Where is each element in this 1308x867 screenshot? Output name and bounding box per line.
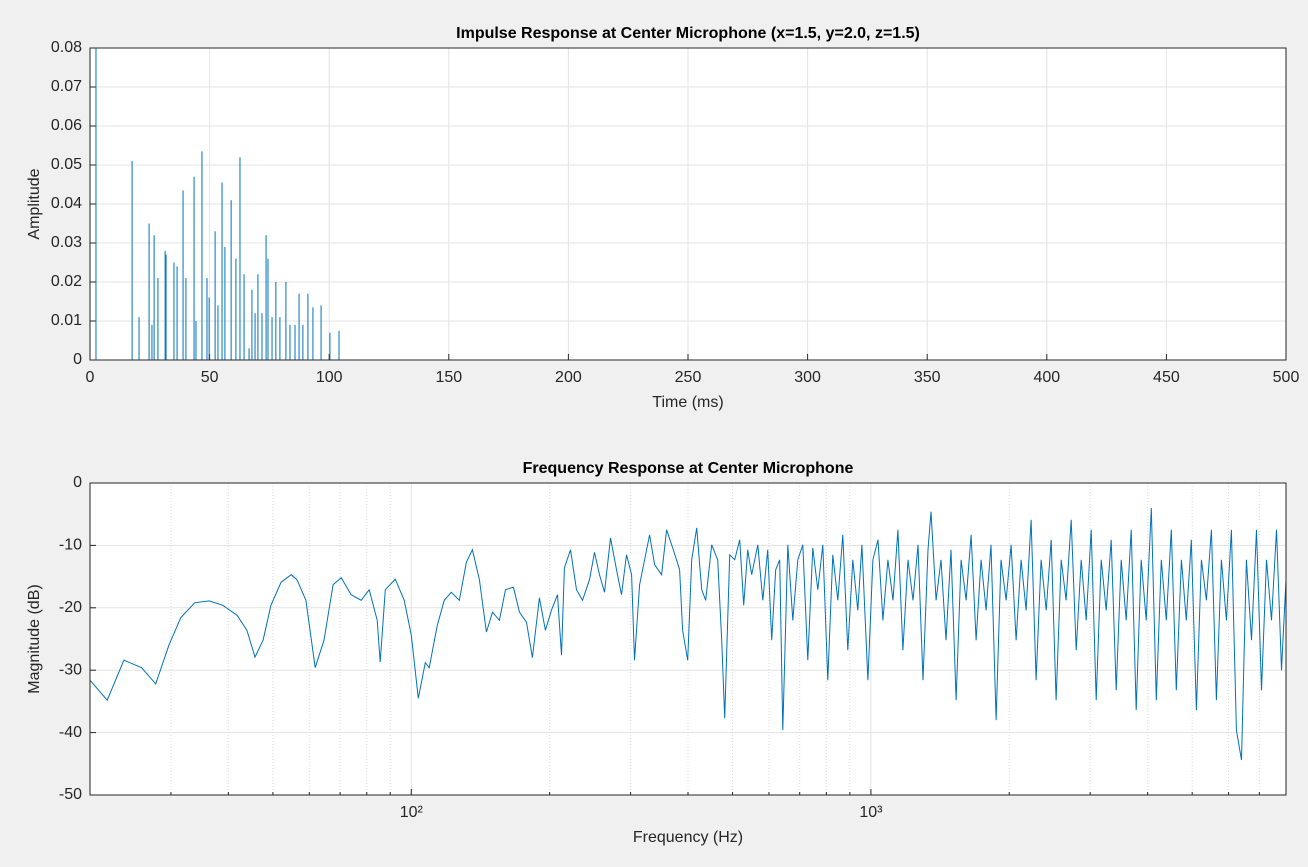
y-tick-label: 0.07: [51, 78, 82, 95]
chart-title: Frequency Response at Center Microphone: [523, 460, 854, 477]
chart-title: Impulse Response at Center Microphone (x…: [456, 25, 920, 42]
y-tick-label: -30: [59, 661, 82, 678]
x-axis-label: Frequency (Hz): [633, 829, 743, 846]
x-tick-label: 100: [316, 369, 343, 386]
y-tick-label: -20: [59, 599, 82, 616]
x-tick-label: 0: [86, 369, 95, 386]
x-tick-label: 200: [555, 369, 582, 386]
y-tick-label: 0.08: [51, 39, 82, 56]
y-axis-label: Amplitude: [26, 168, 43, 239]
y-tick-label: 0.01: [51, 312, 82, 329]
y-tick-label: 0: [73, 474, 82, 491]
x-tick-label: 150: [435, 369, 462, 386]
x-tick-label: 500: [1273, 369, 1300, 386]
y-tick-label: -10: [59, 537, 82, 554]
y-tick-label: 0: [73, 351, 82, 368]
x-tick-label: 300: [794, 369, 821, 386]
x-axis-label: Time (ms): [652, 394, 723, 411]
y-axis-label: Magnitude (dB): [26, 584, 43, 693]
response-line: [89, 507, 1287, 761]
x-tick-label: 250: [675, 369, 702, 386]
axes: 10² 10³ -50 -40 -30 -20 -10 0 Frequency Response…: [26, 460, 1287, 846]
x-tick-label: 350: [914, 369, 941, 386]
x-tick-label: 10³: [859, 804, 883, 821]
y-tick-label: 0.05: [51, 156, 82, 173]
y-tick-label: 0.04: [51, 195, 82, 212]
x-tick-label: 50: [201, 369, 219, 386]
x-tick-label: 400: [1033, 369, 1060, 386]
axes: 0 50 100 150 200 250 300 350 400 450 500 0 0.01 0.02 0…: [26, 25, 1299, 411]
x-tick-label: 10²: [400, 804, 424, 821]
x-tick-label: 450: [1153, 369, 1180, 386]
y-tick-label: 0.06: [51, 117, 82, 134]
y-tick-label: -40: [59, 724, 82, 741]
axes-box: [89, 47, 1287, 361]
y-tick-label: 0.03: [51, 234, 82, 251]
y-tick-label: -50: [59, 786, 82, 803]
axes-box: [89, 482, 1287, 796]
y-tick-label: 0.02: [51, 273, 82, 290]
